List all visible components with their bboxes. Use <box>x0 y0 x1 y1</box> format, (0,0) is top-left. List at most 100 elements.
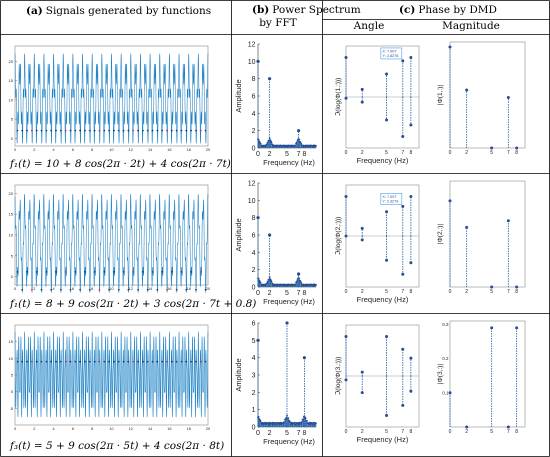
signal-sample-marker <box>190 129 193 132</box>
data-tip-box <box>380 47 403 60</box>
fft-floor-marker <box>300 281 303 284</box>
angle-marker <box>360 100 364 104</box>
fft-xtick-label: 5 <box>285 151 289 158</box>
signal-sample-marker <box>74 360 77 363</box>
fft-floor-marker <box>259 420 262 422</box>
angle-marker <box>385 118 389 122</box>
magnitude-ylabel: |Φ(2,:)| <box>437 224 444 244</box>
header-b-tag: (b) <box>252 4 269 16</box>
angle-xtick-label: 5 <box>385 429 388 435</box>
signal-sample-marker <box>127 288 130 291</box>
signal-sample-marker <box>199 270 202 273</box>
signal-ytick-label: 20 <box>9 191 14 196</box>
signal-sample-marker <box>161 129 164 132</box>
signal-sample-marker <box>40 129 43 132</box>
signal-sample-marker <box>59 360 62 363</box>
signal-sample-marker <box>55 360 57 363</box>
signal-sample-marker <box>156 129 159 132</box>
angle-marker <box>344 334 348 338</box>
signal-sample-marker <box>50 288 53 291</box>
signal-xtick-label: 2 <box>33 427 35 431</box>
signal-sample-marker <box>69 129 72 132</box>
signal-sample-marker <box>137 288 139 291</box>
fft-peak-marker <box>268 233 272 237</box>
signal-xtick-label: 12 <box>129 427 133 431</box>
magnitude-marker <box>515 285 519 289</box>
angle-xtick-label: 8 <box>409 429 412 435</box>
angle-xtick-label: 0 <box>345 289 348 295</box>
signal-sample-marker <box>195 360 197 363</box>
fft-floor-marker <box>268 137 271 140</box>
signal-sample-marker <box>59 129 62 132</box>
signal-ytick-label: 10 <box>9 356 14 361</box>
signal-sample-marker <box>180 129 183 132</box>
signal-ytick-label: 20 <box>9 59 14 64</box>
magnitude-xtick-label: 2 <box>465 429 468 435</box>
signal-sample-marker <box>88 288 91 291</box>
magnitude-xtick-label: 0 <box>449 289 452 295</box>
fft-peak-marker <box>297 129 301 133</box>
signal-xtick-label: 12 <box>129 287 133 291</box>
angle-marker <box>360 391 364 395</box>
signal-plot-1: 0 5 10 15 20 0 2 4 6 8 10 12 14 16 18 20 <box>9 45 210 152</box>
fft-ylabel: Amplitude <box>234 218 243 251</box>
angle-marker <box>409 55 413 59</box>
data-tip-x: X: 7.007 <box>382 50 396 54</box>
signal-sample-marker <box>108 129 110 132</box>
signal-sample-marker <box>93 270 96 273</box>
signal-sample-marker <box>88 360 91 363</box>
fft-xtick-label: 8 <box>302 430 306 437</box>
fft-ytick-label: 6 <box>252 233 256 240</box>
signal-sample-marker <box>40 288 43 291</box>
magnitude-plot-1: 0 2 5 7 8 |Φ(1,:)| <box>437 41 526 156</box>
signal-sample-marker <box>156 360 159 363</box>
fft-floor-marker <box>300 142 303 145</box>
fft-floor-marker <box>306 419 308 422</box>
signal-xtick-label: 18 <box>187 427 191 431</box>
signal-ytick-label: 15 <box>9 212 14 217</box>
signal-sample-marker <box>21 129 24 132</box>
angle-marker <box>344 194 348 198</box>
formula-row-1: f₁(t) = 10 + 8 cos(2π · 2t) + 4 cos(2π ·… <box>9 158 231 170</box>
signal-sample-marker <box>166 360 168 363</box>
fft-floor-marker <box>315 422 317 425</box>
angle-marker <box>344 378 348 382</box>
signal-sample-marker <box>204 360 207 363</box>
signal-sample-marker <box>74 270 77 273</box>
data-tip-x: X: 7.007 <box>382 195 396 199</box>
signal-sample-marker <box>151 129 154 132</box>
signal-xtick-label: 20 <box>206 148 210 152</box>
signal-sample-marker <box>204 129 207 132</box>
fft-xtick-label: 2 <box>268 151 272 158</box>
signal-sample-marker <box>166 288 168 291</box>
signal-sample-marker <box>190 360 193 363</box>
signal-xtick-label: 16 <box>167 427 171 431</box>
angle-marker <box>360 87 364 91</box>
fft-ytick-label: 2 <box>252 267 256 274</box>
signal-sample-marker <box>79 129 82 132</box>
fft-floor-marker <box>259 142 262 145</box>
signal-sample-marker <box>141 360 144 363</box>
magnitude-marker <box>448 45 452 49</box>
fft-ytick-label: 3 <box>252 373 256 380</box>
signal-sample-marker <box>103 270 106 273</box>
angle-xlabel: Frequency (Hz) <box>357 435 409 444</box>
header-c: (c) Phase by DMD <box>399 4 497 16</box>
signal-ytick-label: -5 <box>9 406 13 411</box>
fft-ytick-label: 6 <box>252 321 256 328</box>
magnitude-xtick-label: 2 <box>465 150 468 156</box>
fft-xtick-label: 8 <box>302 151 306 158</box>
signal-sample-marker <box>26 129 28 132</box>
signal-ytick-label: 5 <box>11 117 14 122</box>
signal-sample-marker <box>35 270 38 273</box>
signal-ytick-label: 0 <box>11 274 14 279</box>
fft-floor-marker <box>267 421 270 424</box>
fft-floor-marker <box>304 417 307 420</box>
fft-floor-marker <box>275 421 277 424</box>
angle-marker <box>385 334 389 338</box>
fft-floor-marker <box>293 421 296 424</box>
